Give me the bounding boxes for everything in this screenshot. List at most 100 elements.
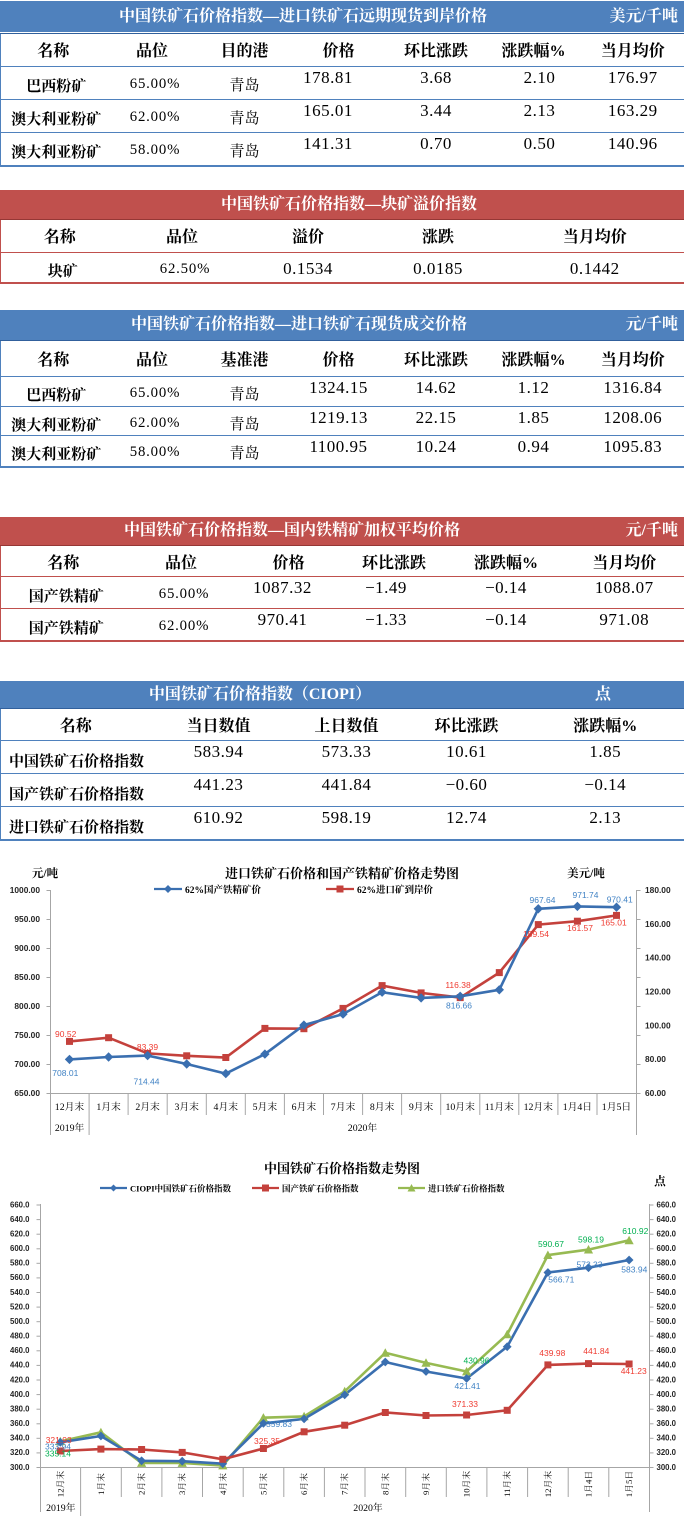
svg-text:340.0: 340.0 (657, 1434, 677, 1443)
svg-text:600.0: 600.0 (657, 1244, 677, 1253)
svg-text:320.0: 320.0 (657, 1448, 677, 1457)
svg-text:400.0: 400.0 (657, 1390, 677, 1399)
svg-text:325.35: 325.35 (254, 1436, 280, 1446)
svg-text:540.0: 540.0 (10, 1288, 30, 1297)
svg-text:3月末: 3月末 (176, 1473, 187, 1495)
svg-text:1月末: 1月末 (95, 1473, 106, 1495)
svg-text:1月5日: 1月5日 (624, 1471, 634, 1497)
svg-text:359.83: 359.83 (266, 1419, 292, 1429)
svg-text:714.44: 714.44 (134, 1077, 160, 1087)
svg-text:8月末: 8月末 (379, 1473, 390, 1495)
svg-text:590.67: 590.67 (538, 1239, 564, 1249)
svg-text:420.0: 420.0 (10, 1375, 30, 1384)
svg-text:83.39: 83.39 (137, 1042, 159, 1052)
svg-text:12月末: 12月末 (524, 1100, 554, 1113)
svg-text:500.0: 500.0 (10, 1317, 30, 1326)
svg-text:5月末: 5月末 (257, 1473, 268, 1495)
svg-text:441.84: 441.84 (583, 1346, 609, 1356)
svg-text:660.0: 660.0 (10, 1200, 30, 1209)
svg-text:点: 点 (654, 1174, 667, 1188)
svg-text:421.41: 421.41 (455, 1381, 481, 1391)
svg-text:1000.00: 1000.00 (10, 885, 41, 895)
svg-text:566.71: 566.71 (548, 1275, 574, 1285)
svg-text:中国铁矿石价格指数走势图: 中国铁矿石价格指数走势图 (264, 1161, 420, 1176)
svg-text:1月4日: 1月4日 (584, 1471, 594, 1497)
svg-text:11月末: 11月末 (485, 1100, 514, 1113)
svg-text:美元/吨: 美元/吨 (567, 866, 605, 880)
svg-text:2月末: 2月末 (135, 1100, 160, 1113)
svg-text:335.14: 335.14 (45, 1448, 71, 1458)
svg-text:60.00: 60.00 (645, 1088, 666, 1098)
svg-text:320.0: 320.0 (10, 1448, 30, 1457)
svg-text:500.0: 500.0 (657, 1317, 677, 1326)
svg-text:750.00: 750.00 (14, 1030, 40, 1040)
svg-text:180.00: 180.00 (645, 885, 671, 895)
svg-text:560.0: 560.0 (10, 1273, 30, 1282)
svg-text:441.23: 441.23 (621, 1366, 647, 1376)
svg-text:11月末: 11月末 (501, 1471, 512, 1497)
svg-text:620.0: 620.0 (10, 1230, 30, 1239)
svg-text:480.0: 480.0 (10, 1332, 30, 1341)
svg-text:10月末: 10月末 (461, 1471, 472, 1498)
svg-text:850.00: 850.00 (14, 972, 40, 982)
svg-text:971.74: 971.74 (573, 890, 599, 900)
svg-text:62%进口矿到岸价: 62%进口矿到岸价 (357, 884, 434, 896)
svg-text:380.0: 380.0 (10, 1405, 30, 1414)
svg-text:160.00: 160.00 (645, 919, 671, 929)
svg-text:2020年: 2020年 (348, 1121, 378, 1134)
svg-text:371.33: 371.33 (452, 1399, 478, 1409)
svg-text:12月末: 12月末 (54, 1471, 65, 1498)
svg-text:100.00: 100.00 (645, 1020, 671, 1030)
svg-text:165.01: 165.01 (601, 918, 627, 928)
svg-text:480.0: 480.0 (657, 1332, 677, 1341)
svg-text:340.0: 340.0 (10, 1434, 30, 1443)
svg-text:国产铁矿石价格指数: 国产铁矿石价格指数 (282, 1184, 359, 1194)
svg-text:967.64: 967.64 (530, 895, 556, 905)
svg-text:420.0: 420.0 (657, 1375, 677, 1384)
svg-text:3月末: 3月末 (174, 1100, 199, 1113)
svg-text:460.0: 460.0 (657, 1346, 677, 1355)
svg-text:440.0: 440.0 (10, 1361, 30, 1370)
svg-text:62%国产铁精矿价: 62%国产铁精矿价 (185, 884, 262, 896)
svg-text:439.98: 439.98 (539, 1348, 565, 1358)
svg-text:7月末: 7月末 (339, 1473, 350, 1495)
svg-text:950.00: 950.00 (14, 914, 40, 924)
svg-text:2019年: 2019年 (55, 1121, 85, 1134)
svg-text:650.00: 650.00 (14, 1088, 40, 1098)
svg-text:2019年: 2019年 (46, 1501, 76, 1514)
svg-text:90.52: 90.52 (55, 1029, 77, 1039)
svg-text:9月末: 9月末 (409, 1100, 434, 1113)
svg-text:进口铁矿石价格指数: 进口铁矿石价格指数 (428, 1184, 505, 1194)
svg-text:560.0: 560.0 (657, 1273, 677, 1282)
svg-text:460.0: 460.0 (10, 1346, 30, 1355)
svg-text:8月末: 8月末 (370, 1100, 395, 1113)
svg-text:1月末: 1月末 (96, 1100, 121, 1113)
svg-text:300.0: 300.0 (10, 1463, 30, 1472)
svg-text:元/吨: 元/吨 (32, 866, 59, 880)
svg-text:321.93: 321.93 (46, 1435, 72, 1445)
svg-text:430.96: 430.96 (464, 1356, 490, 1366)
svg-text:580.0: 580.0 (10, 1259, 30, 1268)
svg-text:159.54: 159.54 (523, 929, 549, 939)
svg-text:700.00: 700.00 (14, 1059, 40, 1069)
svg-text:10月末: 10月末 (446, 1100, 476, 1113)
svg-text:7月末: 7月末 (331, 1100, 356, 1113)
svg-text:583.94: 583.94 (621, 1264, 647, 1274)
svg-text:1月4日: 1月4日 (563, 1101, 592, 1113)
svg-text:120.00: 120.00 (645, 987, 671, 997)
svg-text:573.33: 573.33 (577, 1259, 603, 1269)
svg-text:80.00: 80.00 (645, 1054, 666, 1064)
svg-text:161.57: 161.57 (567, 923, 593, 933)
svg-text:进口铁矿石价格和国产铁精矿价格走势图: 进口铁矿石价格和国产铁精矿价格走势图 (225, 866, 459, 881)
svg-text:620.0: 620.0 (657, 1230, 677, 1239)
svg-text:4月末: 4月末 (214, 1100, 239, 1113)
svg-text:116.38: 116.38 (445, 980, 471, 990)
svg-text:360.0: 360.0 (10, 1419, 30, 1428)
svg-text:6月末: 6月末 (292, 1100, 317, 1113)
svg-text:520.0: 520.0 (657, 1302, 677, 1311)
svg-text:1月5日: 1月5日 (602, 1101, 631, 1113)
svg-text:12月末: 12月末 (542, 1471, 553, 1498)
svg-text:2月末: 2月末 (136, 1473, 147, 1495)
svg-text:140.00: 140.00 (645, 953, 671, 963)
svg-text:6月末: 6月末 (298, 1473, 309, 1495)
